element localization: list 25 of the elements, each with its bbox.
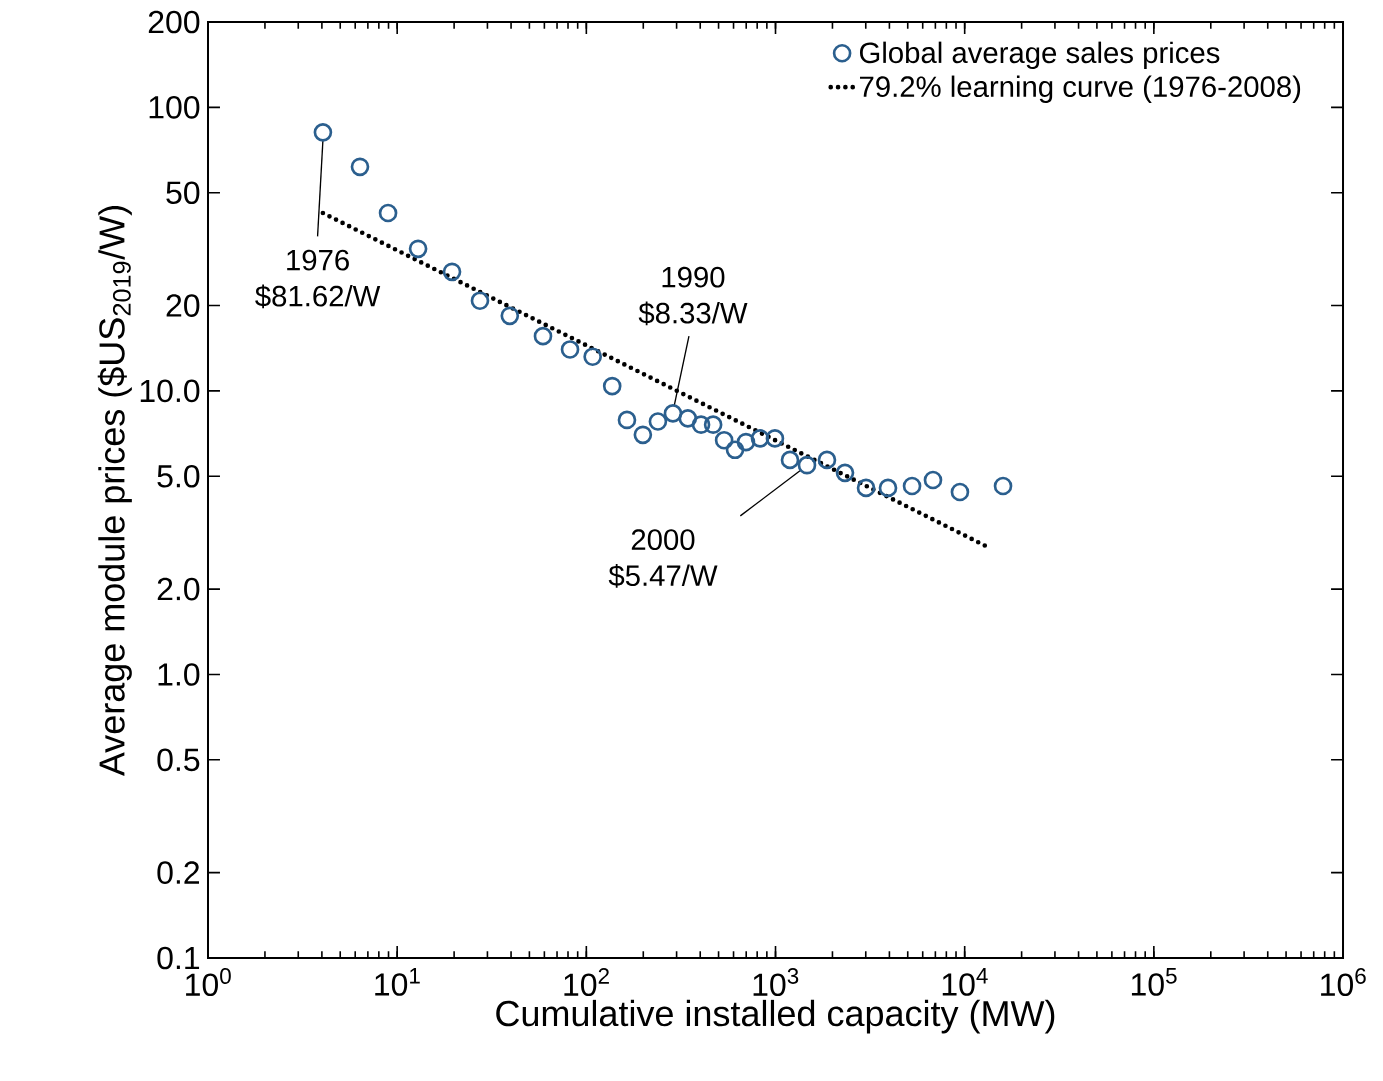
x-tick-label: 10$^{6}$ [1321, 968, 1366, 997]
x-tick-label: 10$^{1}$ [375, 968, 420, 996]
x-tick-label: 10$^{5}$ [1131, 968, 1177, 996]
y-tick-label: 10.0 [140, 379, 200, 403]
y-tick-label: 50 [166, 181, 200, 205]
x-tick-label: 10$^{2}$ [564, 968, 609, 997]
annotation: 1990 $8.33/W [638, 266, 748, 326]
y-tick-label: 20 [166, 294, 200, 317]
y-tick-label: 0.2 [157, 861, 200, 884]
x-tick-label: 10$^{0}$ [186, 968, 231, 997]
x-axis-title: Cumulative installed capacity (MW) [496, 999, 1055, 1034]
legend-label: 79.2% learning curve (1976-2008) [860, 75, 1301, 103]
annotation: 1976 $81.62/W [255, 249, 381, 309]
y-tick-label: 2.0 [157, 577, 200, 601]
y-tick-label: 200 [148, 10, 200, 34]
y-tick-label: 5.0 [157, 464, 200, 488]
x-tick-label: 10$^{3}$ [753, 968, 799, 997]
y-tick-label: 0.1 [157, 946, 200, 970]
x-tick-label: 10$^{4}$ [942, 968, 988, 996]
y-tick-label: 0.5 [157, 748, 200, 772]
y-tick-label: 1.0 [158, 663, 200, 686]
y-axis-title: Average module prices ($US$_{2019}$/W) [97, 206, 132, 777]
annotation: 2000 $5.47/W [608, 529, 718, 588]
legend-label: Global average sales prices [859, 41, 1220, 69]
y-tick-label: 100 [149, 96, 200, 119]
